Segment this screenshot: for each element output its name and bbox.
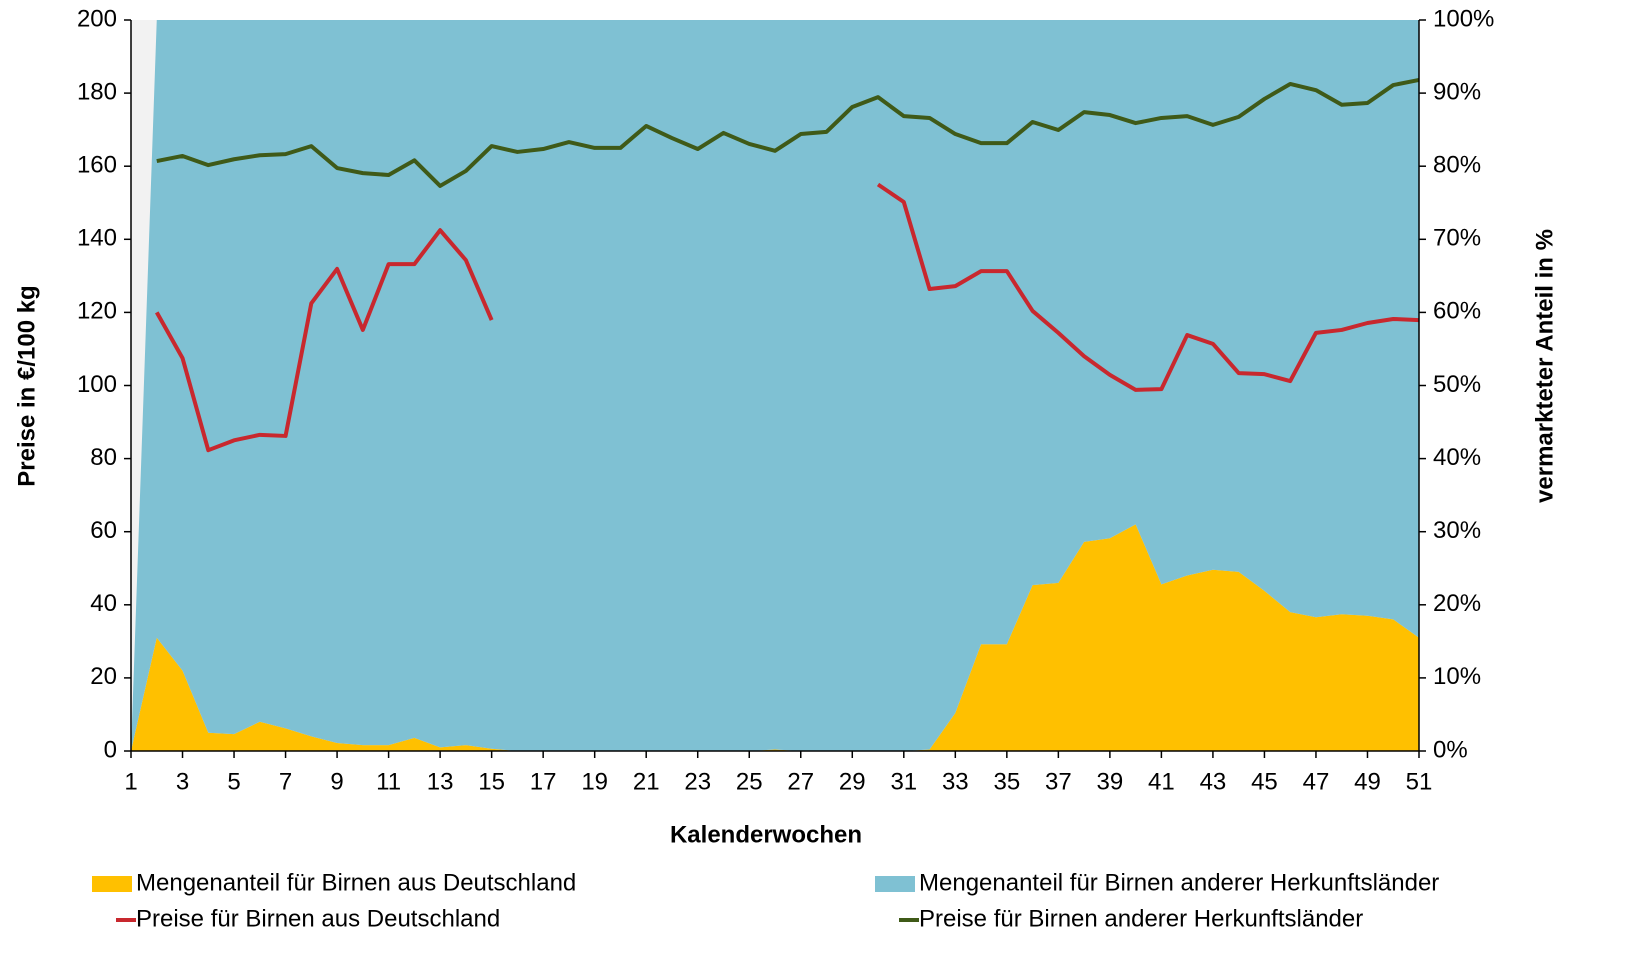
y-tick-label: 60 — [90, 517, 117, 544]
legend-label: Mengenanteil für Birnen aus Deutschland — [136, 869, 576, 896]
x-tick-label: 41 — [1148, 768, 1175, 795]
y-tick-label: 0 — [104, 736, 117, 763]
y2-tick-label: 60% — [1433, 298, 1481, 325]
y2-tick-label: 70% — [1433, 225, 1481, 252]
line — [156, 77, 1420, 188]
y2-tick-label: 40% — [1433, 444, 1481, 471]
x-tick-label: 49 — [1354, 768, 1381, 795]
x-tick-label: 43 — [1200, 768, 1227, 795]
y-tick-label: 200 — [77, 5, 117, 32]
y2-tick-label: 30% — [1433, 517, 1481, 544]
line — [155, 182, 1420, 453]
x-tick-label: 13 — [427, 768, 454, 795]
legend-label: Preise für Birnen aus Deutschland — [136, 905, 500, 932]
x-tick-label: 17 — [530, 768, 557, 795]
x-tick-label: 3 — [176, 768, 189, 795]
legend-label: Mengenanteil für Birnen anderer Herkunft… — [919, 869, 1439, 896]
x-tick-label: 23 — [684, 768, 711, 795]
x-tick-label: 11 — [376, 768, 401, 795]
x-tick-label: 9 — [330, 768, 343, 795]
area — [131, 20, 1419, 751]
y2-tick-label: 50% — [1433, 371, 1481, 398]
y2-tick-label: 10% — [1433, 663, 1481, 690]
y-tick-label: 80 — [90, 444, 117, 471]
y-tick-label: 40 — [90, 590, 117, 617]
y2-tick-label: 100% — [1433, 5, 1494, 32]
x-tick-label: 21 — [633, 768, 660, 795]
legend-swatch — [92, 876, 132, 892]
y-tick-label: 100 — [77, 371, 117, 398]
x-tick-label: 29 — [839, 768, 866, 795]
x-tick-label: 27 — [787, 768, 814, 795]
legend-swatch — [875, 876, 915, 892]
y-tick-label: 140 — [77, 225, 117, 252]
x-tick-label: 45 — [1251, 768, 1278, 795]
x-tick-label: 5 — [227, 768, 240, 795]
x-tick-label: 51 — [1406, 768, 1433, 795]
x-tick-label: 25 — [736, 768, 763, 795]
y-axis-title: Preise in €/100 kg — [13, 285, 40, 486]
y-tick-label: 120 — [77, 298, 117, 325]
legend-label: Preise für Birnen anderer Herkunftslände… — [919, 905, 1363, 932]
x-tick-label: 15 — [478, 768, 505, 795]
x-tick-label: 47 — [1303, 768, 1330, 795]
y2-axis-title: vermarkteter Anteil in % — [1531, 229, 1558, 503]
y2-tick-label: 80% — [1433, 152, 1481, 179]
x-tick-label: 39 — [1097, 768, 1124, 795]
y2-tick-label: 20% — [1433, 590, 1481, 617]
x-tick-label: 19 — [581, 768, 608, 795]
y2-tick-label: 90% — [1433, 78, 1481, 105]
x-tick-label: 37 — [1045, 768, 1072, 795]
x-tick-label: 31 — [890, 768, 917, 795]
y2-tick-label: 0% — [1433, 736, 1468, 763]
y-tick-label: 20 — [90, 663, 117, 690]
x-tick-label: 35 — [993, 768, 1020, 795]
x-axis-title: Kalenderwochen — [670, 821, 862, 848]
x-tick-label: 33 — [942, 768, 969, 795]
x-tick-label: 7 — [279, 768, 292, 795]
y-tick-label: 180 — [77, 78, 117, 105]
y-tick-label: 160 — [77, 152, 117, 179]
x-tick-label: 1 — [124, 768, 137, 795]
area — [131, 524, 1419, 751]
